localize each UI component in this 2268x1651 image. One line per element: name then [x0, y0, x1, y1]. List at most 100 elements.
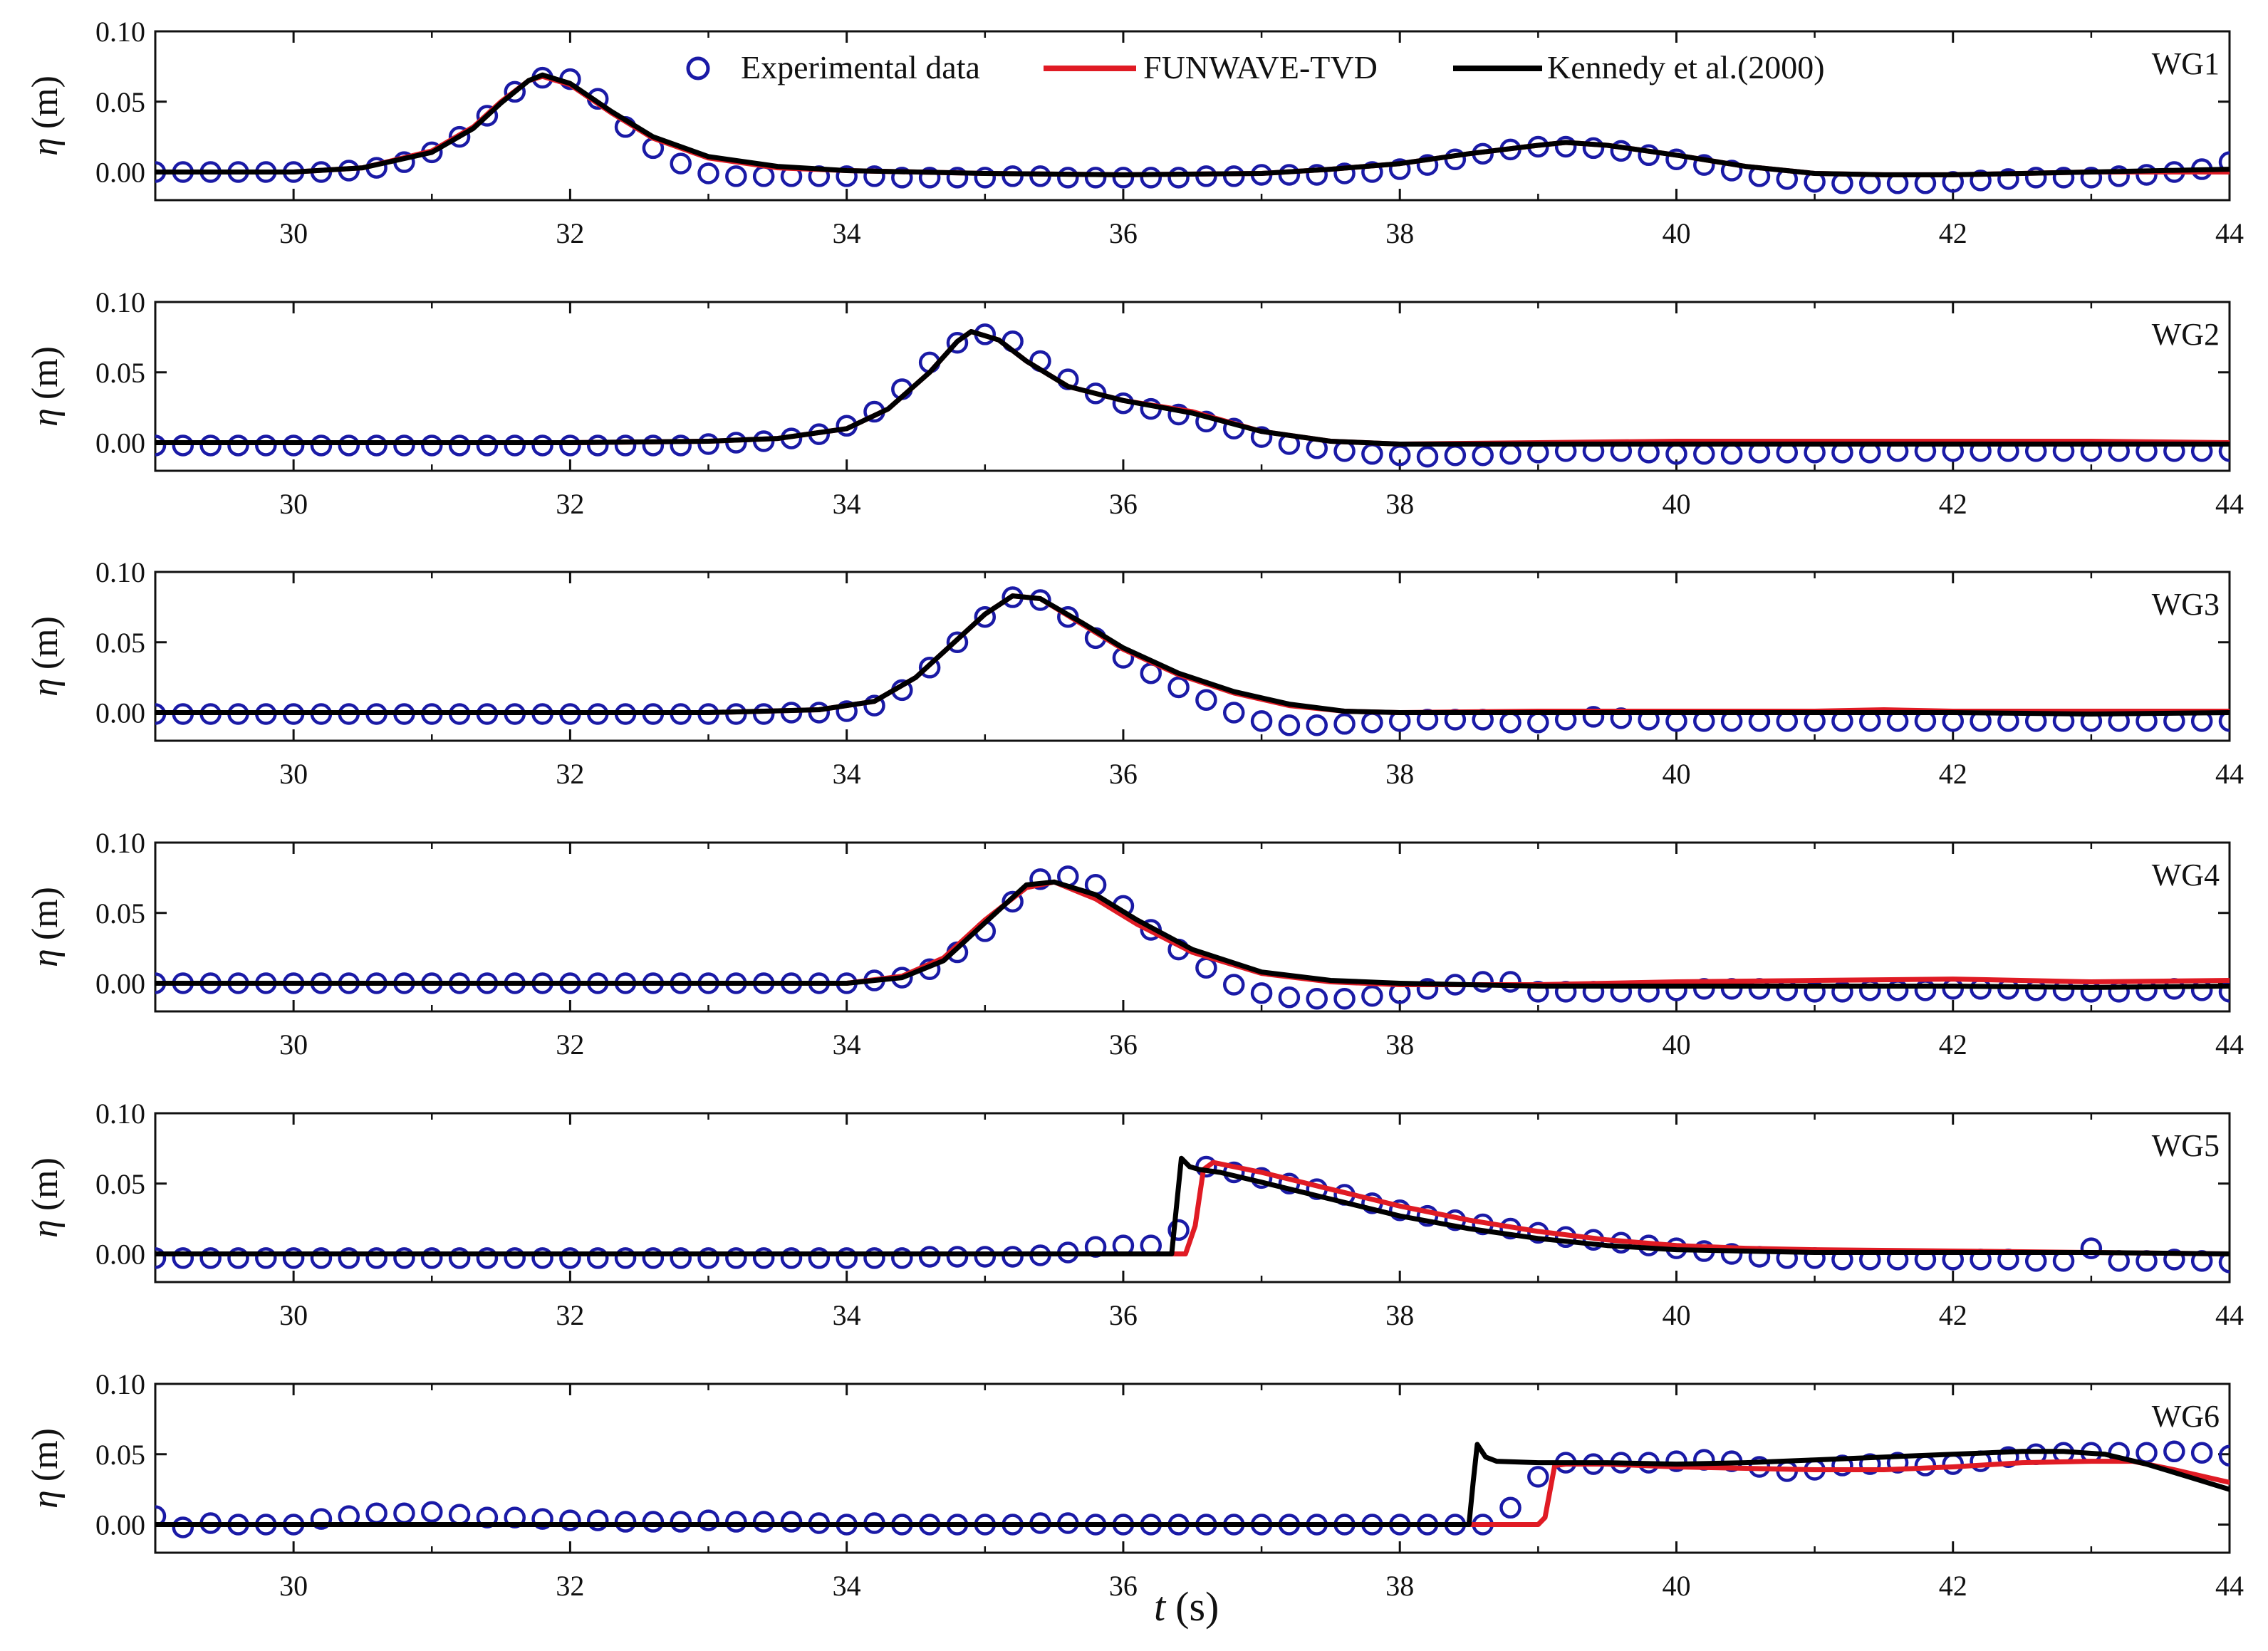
experimental-point [365, 1247, 387, 1269]
experimental-point [1167, 167, 1190, 189]
experimental-point [1195, 689, 1217, 711]
x-tick-label: 34 [833, 488, 861, 520]
experimental-point [1416, 446, 1439, 468]
plot-frame [154, 301, 2231, 472]
y-axis-label-unit: (m) [25, 616, 66, 670]
experimental-point [1499, 971, 1521, 993]
experimental-point [752, 165, 775, 187]
experimental-point [1831, 1454, 1853, 1476]
experimental-point [697, 1247, 719, 1269]
experimental-point [448, 434, 471, 457]
y-axis-label-unit: (m) [25, 1157, 66, 1211]
experimental-point [1250, 982, 1273, 1004]
experimental-point [310, 1247, 333, 1269]
experimental-point [614, 1247, 637, 1269]
experimental-point [1333, 987, 1356, 1010]
experimental-point [365, 434, 387, 457]
x-tick-label: 36 [1109, 488, 1138, 520]
experimental-point [1361, 161, 1383, 183]
experimental-point [891, 167, 913, 189]
x-tick-label: 32 [556, 488, 584, 520]
funwave-line [155, 73, 2230, 177]
experimental-point [1472, 971, 1494, 993]
experimental-point [974, 605, 997, 628]
experimental-point [476, 434, 499, 457]
experimental-point [1278, 986, 1301, 1009]
x-tick-label: 42 [1939, 488, 1967, 520]
experimental-point [697, 1509, 719, 1531]
kennedy-line [155, 593, 2230, 717]
experimental-point [172, 434, 194, 457]
experimental-point [863, 694, 885, 717]
experimental-point [1499, 712, 1521, 734]
experimental-point [780, 1247, 803, 1269]
y-axis-label: η (m) [25, 616, 66, 697]
gauge-label: WG6 [2152, 1399, 2220, 1434]
panel-wg5: 30 32 34 36 38 40 42 44 0.00 0.05 0.10 η (m) WG5 [25, 1098, 2244, 1331]
experimental-point [725, 1511, 747, 1533]
panel-data [155, 323, 2230, 468]
x-tick-label: 40 [1662, 1570, 1690, 1602]
experimental-point [310, 434, 333, 457]
x-tick-label: 30 [279, 488, 308, 520]
experimental-point [752, 1511, 775, 1533]
legend-label-experimental: Experimental data [741, 49, 980, 85]
experimental-point [310, 1508, 333, 1530]
plot-frame [154, 1112, 2231, 1283]
x-tick-label: 30 [279, 1028, 308, 1061]
x-tick-label: 36 [1109, 1299, 1138, 1331]
y-tick-label: 0.00 [95, 157, 145, 189]
experimental-point [1499, 1496, 1521, 1519]
panel-wg2: 30 32 34 36 38 40 42 44 0.00 0.05 0.10 η (m) WG2 [25, 286, 2244, 520]
legend-marker-experimental [686, 56, 710, 80]
y-tick-label: 0.10 [95, 1098, 145, 1130]
experimental-point [2218, 710, 2230, 732]
experimental-point [586, 1509, 609, 1531]
panel-wg4: 30 32 34 36 38 40 42 44 0.00 0.05 0.10 η (m) WG4 [25, 827, 2244, 1061]
plot-frame [154, 841, 2231, 1013]
experimental-point [752, 1247, 775, 1269]
experimental-point [1997, 1446, 2019, 1468]
x-tick-label: 44 [2215, 1570, 2244, 1602]
experimental-point [1167, 676, 1190, 699]
x-tick-label: 34 [833, 1299, 861, 1331]
experimental-point [1444, 444, 1467, 467]
experimental-point [393, 1247, 415, 1269]
experimental-point [282, 1247, 305, 1269]
experimental-point [1582, 137, 1605, 160]
experimental-point [338, 1247, 360, 1269]
x-tick-label: 34 [833, 758, 861, 790]
experimental-point [227, 1247, 249, 1269]
y-tick-label: 0.05 [95, 357, 145, 389]
experimental-point [1278, 164, 1301, 186]
experimental-point [752, 703, 775, 725]
experimental-point [2108, 165, 2130, 187]
experimental-point [172, 1247, 194, 1269]
experimental-point [531, 1247, 553, 1269]
experimental-point [421, 434, 443, 457]
experimental-point [642, 1247, 665, 1269]
x-tick-label: 42 [1939, 1028, 1967, 1061]
y-axis-label-unit: (m) [25, 1428, 66, 1481]
experimental-point [2024, 979, 2047, 1001]
funwave-line [155, 1459, 2230, 1527]
experimental-point [559, 1247, 581, 1269]
experimental-point [1278, 714, 1301, 736]
experimental-point [1416, 978, 1439, 1000]
panel-data [155, 1440, 2230, 1538]
experimental-point [1140, 167, 1162, 189]
experimental-point [1527, 712, 1549, 734]
experimental-point [974, 1246, 997, 1268]
x-tick-label: 40 [1662, 488, 1690, 520]
experimental-point [670, 1511, 692, 1533]
y-tick-label: 0.05 [95, 1168, 145, 1200]
x-tick-label: 44 [2215, 1299, 2244, 1331]
experimental-point [2190, 979, 2213, 1001]
experimental-point [1582, 706, 1605, 728]
experimental-point [2080, 167, 2103, 189]
experimental-point [1554, 135, 1577, 158]
experimental-point [255, 434, 277, 457]
x-tick-label: 32 [556, 217, 584, 249]
gauge-label: WG2 [2152, 317, 2220, 352]
panel-data [155, 66, 2230, 194]
